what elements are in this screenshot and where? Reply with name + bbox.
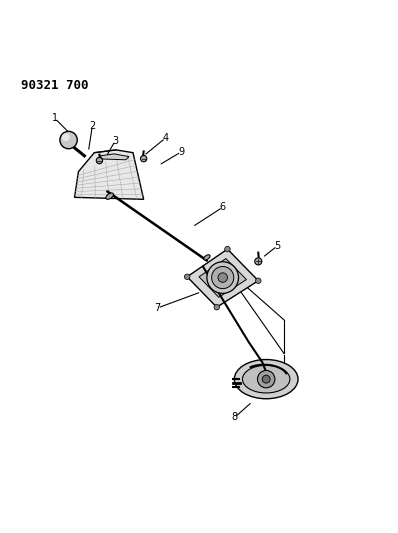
Text: 3: 3 bbox=[112, 136, 118, 146]
Text: 1: 1 bbox=[52, 114, 58, 123]
Circle shape bbox=[60, 131, 77, 149]
Ellipse shape bbox=[106, 193, 113, 199]
Ellipse shape bbox=[234, 360, 298, 399]
Text: 9: 9 bbox=[178, 147, 184, 157]
Text: 2: 2 bbox=[89, 121, 96, 131]
Circle shape bbox=[207, 262, 238, 293]
Ellipse shape bbox=[204, 255, 210, 260]
Polygon shape bbox=[187, 249, 258, 307]
Circle shape bbox=[62, 133, 70, 141]
Circle shape bbox=[214, 304, 220, 310]
Text: 4: 4 bbox=[162, 133, 168, 143]
Circle shape bbox=[184, 274, 190, 279]
Circle shape bbox=[212, 266, 234, 289]
Text: 5: 5 bbox=[274, 241, 280, 251]
Text: 8: 8 bbox=[232, 413, 238, 423]
Polygon shape bbox=[74, 150, 144, 199]
Circle shape bbox=[225, 246, 230, 252]
Circle shape bbox=[96, 157, 103, 164]
Circle shape bbox=[218, 273, 227, 282]
Circle shape bbox=[140, 156, 147, 162]
Text: 90321 700: 90321 700 bbox=[21, 79, 89, 92]
Text: 6: 6 bbox=[220, 202, 226, 212]
Circle shape bbox=[258, 370, 275, 388]
Circle shape bbox=[255, 258, 262, 265]
Ellipse shape bbox=[242, 365, 290, 393]
Polygon shape bbox=[100, 154, 129, 160]
Polygon shape bbox=[199, 259, 246, 297]
Circle shape bbox=[262, 375, 270, 383]
Text: 7: 7 bbox=[154, 303, 161, 313]
Circle shape bbox=[256, 278, 261, 284]
